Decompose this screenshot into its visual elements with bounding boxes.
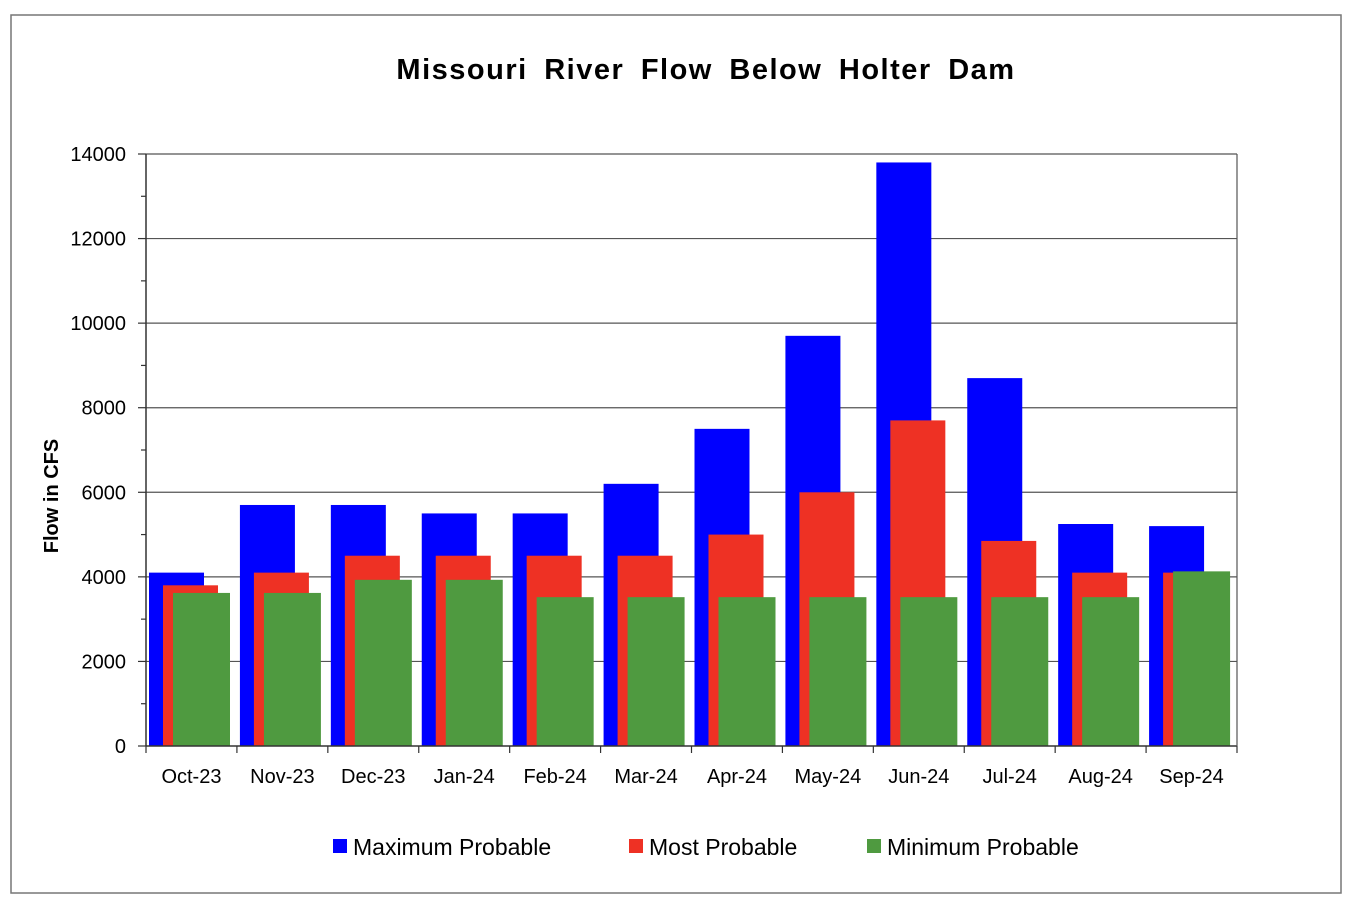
x-tick-label: May-24 [795, 766, 862, 788]
bars [149, 162, 1231, 746]
y-tick-label: 4000 [82, 567, 127, 589]
tick-labels: 0 2000 4000 6000 8000 10000 12000 14000 Oct-23 No… [70, 144, 1223, 788]
y-tick-label: 0 [115, 736, 126, 758]
chart-border [10, 14, 1342, 894]
x-tick-label: Sep-24 [1159, 766, 1224, 788]
y-axis-title: Flow in CFS [41, 439, 63, 553]
legend-swatch [629, 839, 643, 853]
y-tick-label: 14000 [70, 144, 126, 166]
bar-minimum-probable [445, 579, 503, 746]
x-tick-label: Dec-23 [341, 766, 405, 788]
bar-minimum-probable [900, 597, 958, 746]
x-tick-label: Apr-24 [707, 766, 767, 788]
y-tick-label: 12000 [70, 229, 126, 251]
legend-swatch [867, 839, 881, 853]
bar-minimum-probable [1082, 597, 1140, 746]
chart-title: Missouri River Flow Below Holter Dam [396, 54, 1015, 86]
bar-minimum-probable [173, 592, 230, 746]
bar-minimum-probable [1173, 571, 1231, 746]
legend-label: Maximum Probable [353, 834, 551, 860]
x-tick-label: Jun-24 [888, 766, 949, 788]
bar-minimum-probable [991, 597, 1049, 746]
legend: Maximum Probable Most Probable Minimum Pro… [333, 834, 1079, 860]
bar-minimum-probable [354, 579, 412, 746]
x-tick-label: Oct-23 [161, 766, 221, 788]
x-tick-label: Feb-24 [523, 766, 586, 788]
y-tick-label: 8000 [82, 398, 127, 420]
x-tick-label: Jan-24 [434, 766, 495, 788]
axes [138, 153, 1238, 753]
bar-minimum-probable [536, 597, 594, 746]
y-tick-label: 10000 [70, 313, 126, 335]
bar-minimum-probable [263, 592, 321, 746]
bar-minimum-probable [718, 597, 776, 746]
x-tick-label: Mar-24 [614, 766, 677, 788]
x-tick-label: Nov-23 [250, 766, 314, 788]
legend-label: Minimum Probable [887, 834, 1079, 860]
legend-label: Most Probable [649, 834, 797, 860]
legend-swatch [333, 839, 347, 853]
y-tick-label: 2000 [82, 651, 127, 673]
y-tick-label: 6000 [82, 482, 127, 504]
x-tick-label: Jul-24 [982, 766, 1036, 788]
grid-lines [146, 153, 1237, 663]
bar-minimum-probable [627, 597, 685, 746]
bar-minimum-probable [809, 597, 867, 746]
x-tick-label: Aug-24 [1068, 766, 1133, 788]
